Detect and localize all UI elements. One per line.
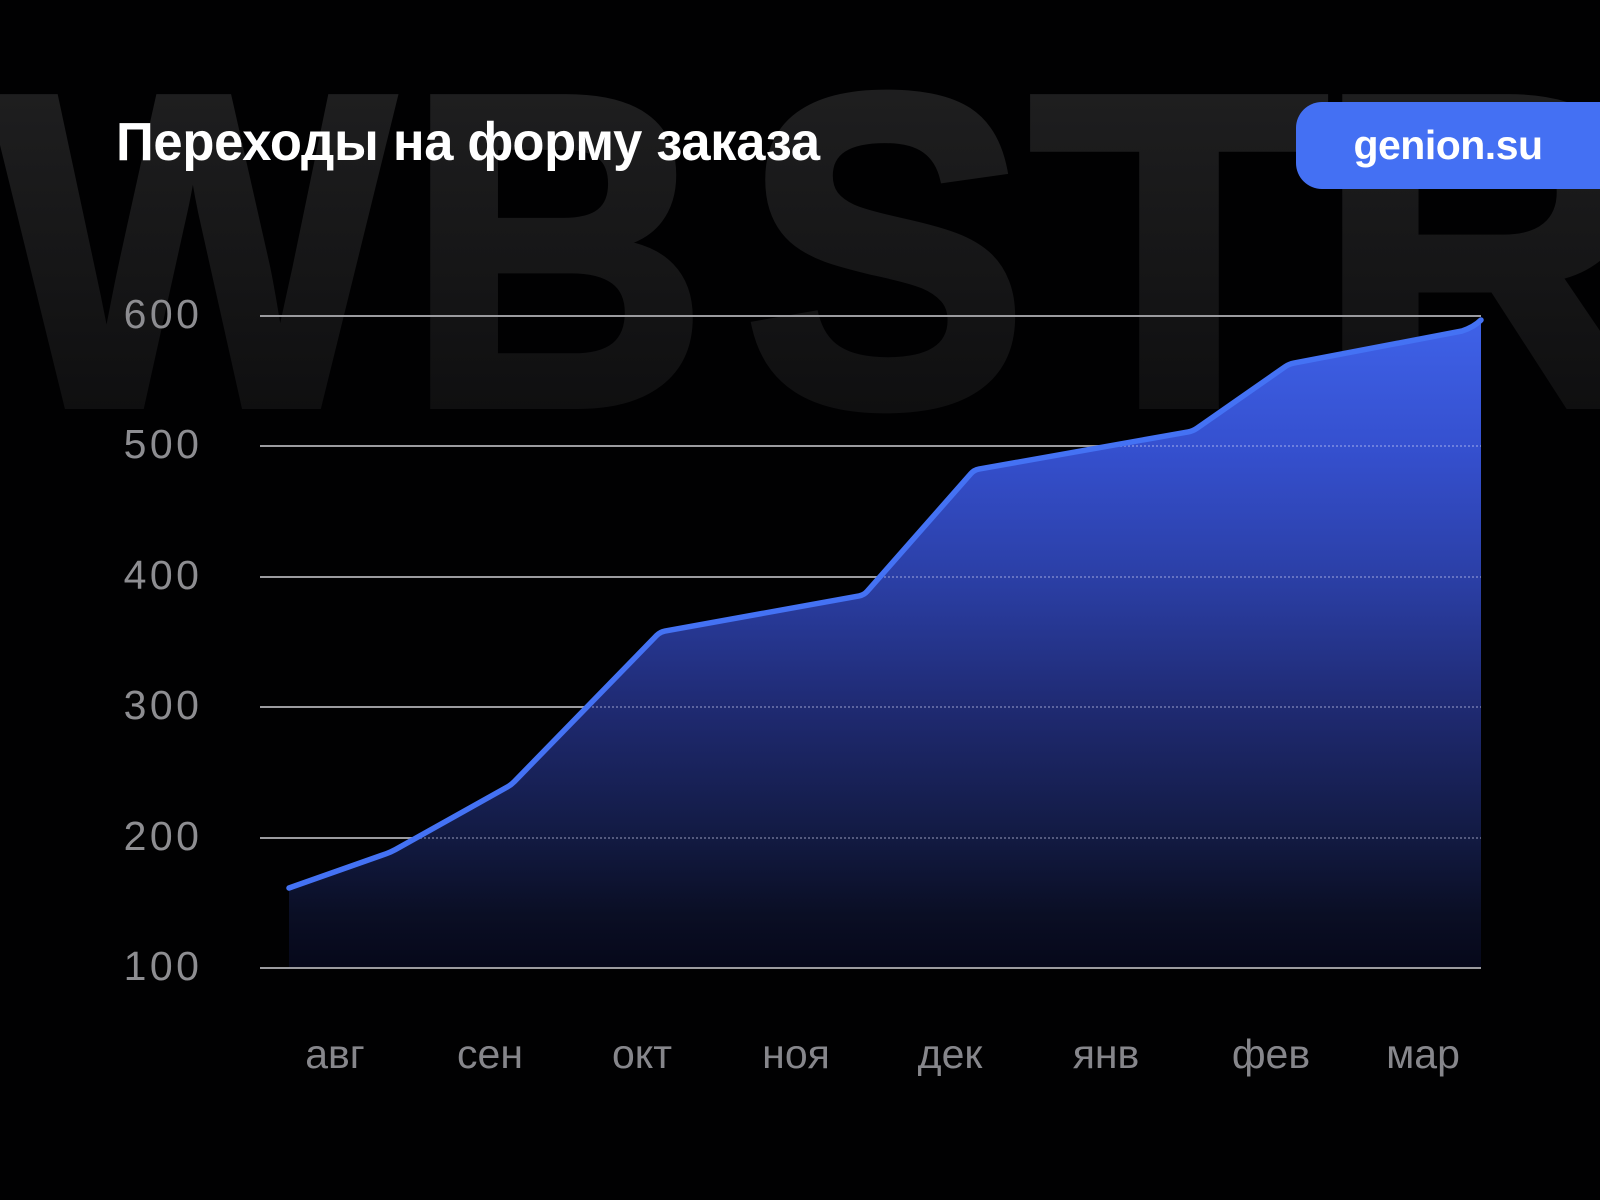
svg-text:B: B [406,1,708,500]
svg-text:W: W [0,1,398,500]
svg-text:200: 200 [124,813,203,859]
svg-text:ноя: ноя [762,1031,830,1077]
svg-text:янв: янв [1073,1031,1140,1077]
svg-text:100: 100 [124,943,203,989]
svg-text:дек: дек [918,1031,984,1077]
svg-text:авг: авг [305,1031,365,1077]
svg-text:400: 400 [124,552,203,598]
svg-text:S: S [743,1,1028,500]
svg-text:окт: окт [612,1031,672,1077]
svg-text:500: 500 [124,421,203,467]
svg-text:фев: фев [1232,1031,1310,1077]
svg-text:300: 300 [124,682,203,728]
svg-text:мар: мар [1386,1031,1460,1077]
svg-text:сен: сен [457,1031,523,1077]
svg-text:600: 600 [124,291,203,337]
